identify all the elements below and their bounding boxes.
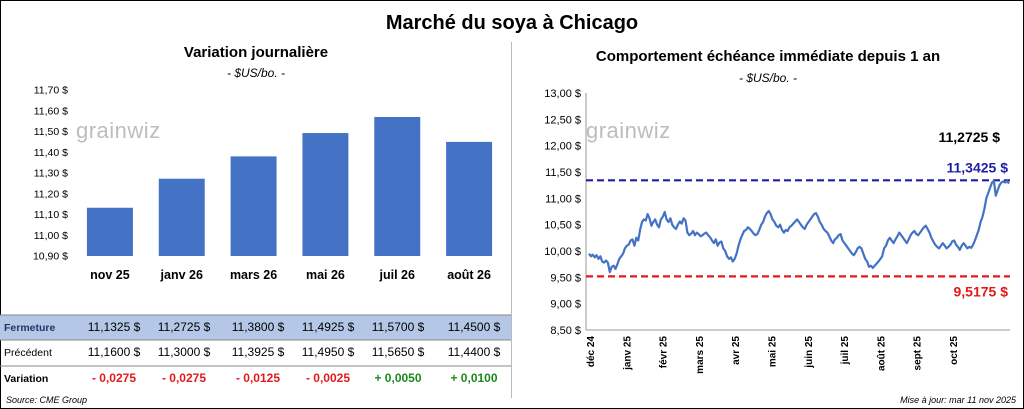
table-cell: 11,5700 $ [372,320,425,334]
left-logo: grainwiz [76,118,161,143]
left-panel-subtitle: - $US/bo. - [226,66,286,80]
high-value-label: 11,3425 $ [946,159,1008,175]
right-panel-subtitle: - $US/bo. - [738,71,798,85]
bar [302,133,349,256]
line-x-tick: sept 25 [913,336,924,371]
panel-divider [511,42,512,398]
right-logo: grainwiz [586,118,671,143]
table-cell: + 0,0050 [374,371,421,385]
line-x-tick: juin 25 [804,336,815,369]
bar-y-tick: 11,40 $ [34,147,68,159]
bar-x-tick: août 26 [447,268,491,282]
line-x-tick: oct 25 [949,336,960,365]
bar-y-tick: 11,60 $ [34,105,68,117]
page-title: Marché du soya à Chicago [385,12,639,34]
table-cell: 11,1325 $ [88,320,141,334]
bar-y-tick: 11,70 $ [34,85,68,97]
line-y-axis: 8,50 $ 9,00 $ 9,50 $ 10,00 $ 10,50 $ 11,00 $ 1… [544,88,581,337]
update-date: Mise à jour: mar 11 nov 2025 [900,395,1016,405]
bar-y-tick: 10,90 $ [33,251,68,263]
table-cell: 11,4950 $ [302,345,355,359]
reference-lines [586,179,1010,278]
bar-y-tick: 11,20 $ [34,188,68,200]
table-cell: 11,3925 $ [232,345,285,359]
price-line [588,179,1010,274]
table-cell: 11,4925 $ [302,320,355,334]
left-panel-title: Variation journalière [183,44,329,61]
low-value-label: 9,5175 $ [954,283,1009,299]
bar [374,116,421,256]
table-cell: - 0,0125 [236,371,280,385]
bar [86,207,133,256]
bar-y-tick: 11,30 $ [34,168,68,180]
line-y-tick: 9,00 $ [550,299,581,311]
table-cell: - 0,0025 [306,371,350,385]
line-series [588,179,1010,274]
line-x-tick: août 25 [876,336,887,371]
table-cell: + 0,0100 [450,371,497,385]
table-header-bg [0,315,511,340]
last-value-label: 11,2725 $ [938,129,1000,145]
line-y-tick: 13,00 $ [544,88,581,100]
bar-x-tick: mai 26 [306,268,345,282]
bar-x-tick: janv 26 [160,268,203,282]
line-x-tick: déc 24 [586,336,597,368]
table-row-label: Précédent [4,347,52,359]
right-panel-title: Comportement échéance immédiate depuis 1… [595,48,941,65]
table-row-label: Fermeture [4,322,56,334]
bar [446,141,493,256]
quote-table: Fermeture 11,1325 $ 11,2725 $ 11,3800 $ 11,4… [0,314,511,385]
bar-series [86,116,493,256]
line-y-tick: 12,00 $ [544,141,581,153]
table-cell: 11,1600 $ [88,345,141,359]
line-y-tick: 8,50 $ [550,325,581,337]
line-y-tick: 10,50 $ [544,220,581,232]
table-cell: 11,5650 $ [372,345,425,359]
line-x-axis: déc 24 janv 25 févr 25 mars 25 avr 25 mai 25 j… [585,93,1010,374]
bar [230,156,277,256]
table-cell: 11,3000 $ [158,345,211,359]
line-x-tick: juil 25 [840,336,851,366]
line-y-tick: 11,00 $ [545,193,581,205]
line-x-tick: janv 25 [622,336,633,371]
line-y-tick: 11,50 $ [545,167,581,179]
bar-y-tick: 11,10 $ [34,209,68,221]
value-labels: 11,2725 $ 11,3425 $ 9,5175 $ [938,129,1008,299]
bar-y-tick: 11,00 $ [34,230,68,242]
line-x-tick: avr 25 [731,336,742,365]
bar-x-tick: nov 25 [90,268,130,282]
line-x-tick: févr 25 [659,336,670,369]
table-row-label: Variation [4,373,48,385]
source-note: Source: CME Group [6,395,88,405]
bar-chart: 10,90 $ 11,00 $ 11,10 $ 11,20 $ 11,30 $ 11,40… [33,85,493,282]
table-cell: - 0,0275 [162,371,206,385]
line-y-tick: 12,50 $ [544,114,581,126]
line-x-tick: mars 25 [695,336,706,374]
table-cell: 11,3800 $ [232,320,285,334]
line-x-tick: mai 25 [768,336,779,368]
table-cell: 11,4400 $ [448,345,501,359]
bar-x-axis: nov 25 janv 26 mars 26 mai 26 juil 26 août 26 [90,268,491,282]
table-cell: 11,4500 $ [448,320,501,334]
bar-x-tick: juil 26 [379,268,415,282]
line-chart: 8,50 $ 9,00 $ 9,50 $ 10,00 $ 10,50 $ 11,00 $ 1… [544,88,1010,374]
line-y-tick: 10,00 $ [544,246,581,258]
table-cell: 11,2725 $ [158,320,211,334]
bar-y-axis: 10,90 $ 11,00 $ 11,10 $ 11,20 $ 11,30 $ 11,40… [33,85,68,263]
line-y-tick: 9,50 $ [550,272,581,284]
bar [158,178,205,256]
bar-y-tick: 11,50 $ [34,126,68,138]
table-cell: - 0,0275 [92,371,136,385]
bar-x-tick: mars 26 [230,268,277,282]
